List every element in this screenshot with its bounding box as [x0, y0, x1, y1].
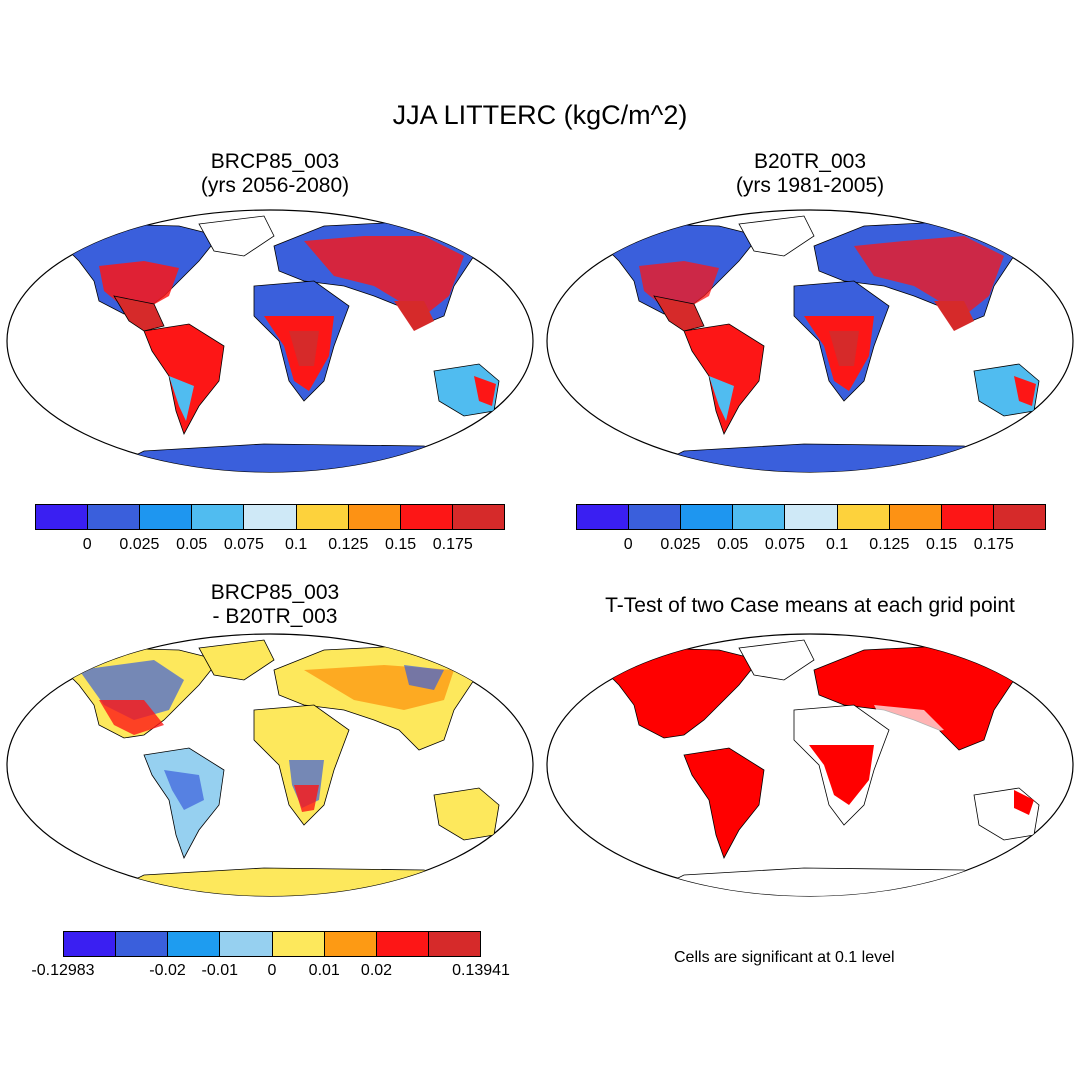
colorbar-tick-label: 0.175 — [432, 536, 473, 553]
colorbar-swatch — [785, 505, 838, 529]
colorbar-tick-label: -0.12983 — [31, 962, 95, 979]
colorbar-tick-label: 0.05 — [176, 536, 208, 553]
colorbar-tick-label: 0.13941 — [452, 962, 510, 979]
colorbar-swatch — [220, 932, 273, 956]
map-panel-b20tr — [546, 209, 1074, 473]
colorbar-tick-label: 0.075 — [764, 536, 805, 553]
continents — [58, 215, 500, 472]
colorbar-swatch — [272, 932, 325, 956]
colorbar-swatch — [941, 505, 994, 529]
colorbar-tick-label: 0.15 — [384, 536, 417, 553]
colorbar-swatch — [36, 505, 89, 529]
colorbar-swatch — [348, 505, 401, 529]
figure-title: JJA LITTERC (kgC/m^2) — [392, 100, 688, 130]
colorbar-swatch — [140, 505, 193, 529]
panel-title-bottom-left: BRCP85_003 - B20TR_003 — [125, 581, 425, 629]
colorbar-b20tr — [576, 504, 1046, 530]
colorbar-tick-label: 0.1 — [825, 536, 849, 553]
colorbar-swatch — [452, 505, 504, 529]
colorbar-brcp85 — [35, 504, 505, 530]
continents — [598, 639, 1040, 896]
map-panel-difference — [6, 633, 534, 897]
colorbar-swatch — [244, 505, 297, 529]
colorbar-tick-label: 0.175 — [973, 536, 1014, 553]
colorbar-tick-label: -0.02 — [149, 962, 186, 979]
colorbar-swatch — [577, 505, 630, 529]
colorbar-swatch — [837, 505, 890, 529]
panel-title-line1: T-Test of two Case means at each grid po… — [605, 594, 1015, 617]
colorbar-swatch — [296, 505, 349, 529]
significance-note: Cells are significant at 0.1 level — [674, 949, 895, 966]
colorbar-tick-label: 0.125 — [328, 536, 369, 553]
colorbar-tick-label: 0.125 — [869, 536, 910, 553]
colorbar-tick-label: 0.025 — [119, 536, 160, 553]
panel-title-top-left: BRCP85_003 (yrs 2056-2080) — [125, 150, 425, 198]
colorbar-tick-label: 0 — [82, 536, 92, 553]
panel-title-line1: BRCP85_003 — [210, 581, 340, 604]
colorbar-tick-label: 0.01 — [308, 962, 340, 979]
colorbar-swatch — [192, 505, 245, 529]
colorbar-swatch — [400, 505, 453, 529]
map-panel-ttest — [546, 633, 1074, 897]
colorbar-swatch — [116, 932, 169, 956]
colorbar-tick-label: 0.15 — [925, 536, 958, 553]
colorbar-tick-label: 0 — [623, 536, 633, 553]
colorbar-tick-label: 0.1 — [284, 536, 308, 553]
colorbar-swatch — [733, 505, 786, 529]
colorbar-tick-label: 0.05 — [717, 536, 749, 553]
colorbar-tick-label: 0.02 — [360, 962, 393, 979]
colorbar-swatch — [168, 932, 221, 956]
panel-title-line1: BRCP85_003 — [210, 150, 340, 173]
colorbar-swatch — [64, 932, 117, 956]
panel-title-top-right: B20TR_003 (yrs 1981-2005) — [660, 150, 960, 198]
map-panel-brcp85 — [6, 209, 534, 473]
colorbar-swatch — [629, 505, 682, 529]
colorbar-swatch — [324, 932, 377, 956]
colorbar-swatch — [428, 932, 480, 956]
colorbar-swatch — [993, 505, 1045, 529]
continents — [598, 215, 1040, 472]
colorbar-swatch — [376, 932, 429, 956]
panel-title-line1: B20TR_003 — [753, 150, 867, 173]
panel-title-line2: - B20TR_003 — [212, 605, 338, 628]
panel-title-line2: (yrs 2056-2080) — [200, 174, 350, 197]
colorbar-tick-label: 0 — [267, 962, 277, 979]
colorbar-tick-label: -0.01 — [201, 962, 238, 979]
colorbar-swatch — [681, 505, 734, 529]
panel-title-line2: (yrs 1981-2005) — [735, 174, 885, 197]
colorbar-difference — [63, 931, 481, 957]
colorbar-tick-label: 0.025 — [660, 536, 701, 553]
colorbar-tick-label: 0.075 — [223, 536, 264, 553]
colorbar-swatch — [88, 505, 141, 529]
panel-title-bottom-right: T-Test of two Case means at each grid po… — [540, 594, 1080, 618]
colorbar-swatch — [889, 505, 942, 529]
